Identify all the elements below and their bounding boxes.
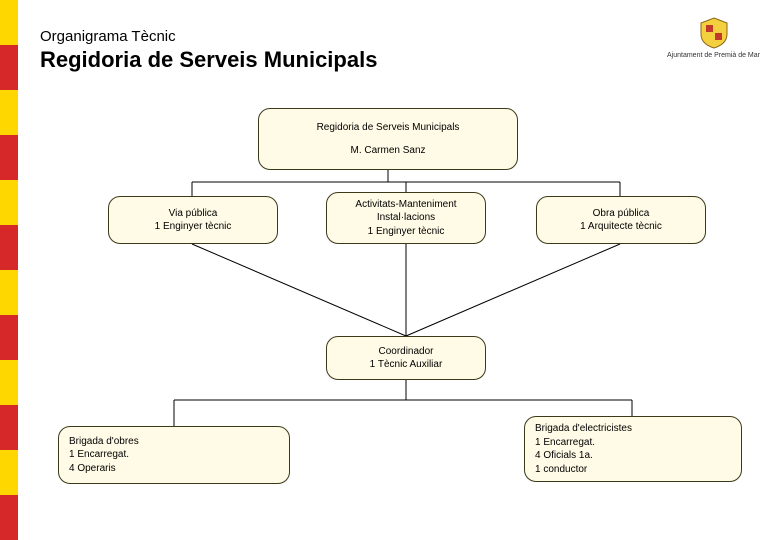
node-bobres-line2: 1 Encarregat. (69, 448, 129, 462)
node-brigada-electricistes: Brigada d'electricistes 1 Encarregat. 4 … (524, 416, 742, 482)
node-root: Regidoria de Serveis Municipals M. Carme… (258, 108, 518, 170)
node-obra-line1: Obra pública (547, 207, 695, 221)
node-bobres-line3: 4 Operaris (69, 462, 116, 476)
node-via-publica: Via pública 1 Enginyer tècnic (108, 196, 278, 244)
header-super: Organigrama Tècnic (40, 28, 377, 45)
node-via-line2: 1 Enginyer tècnic (119, 220, 267, 234)
node-root-line2: M. Carmen Sanz (269, 144, 507, 158)
node-via-line1: Via pública (119, 207, 267, 221)
node-coord-line2: 1 Tècnic Auxiliar (337, 358, 475, 372)
node-obra-publica: Obra pública 1 Arquitecte tècnic (536, 196, 706, 244)
node-obra-line2: 1 Arquitecte tècnic (547, 220, 695, 234)
node-act-line1: Activitats-Manteniment (337, 198, 475, 212)
node-belec-line3: 4 Oficials 1a. (535, 449, 593, 463)
left-stripe (0, 0, 18, 540)
logo-caption: Ajuntament de Premià de Mar (667, 52, 760, 59)
node-bobres-line1: Brigada d'obres (69, 435, 139, 449)
node-belec-line2: 1 Encarregat. (535, 436, 595, 450)
node-act-line3: 1 Enginyer tècnic (337, 225, 475, 239)
node-brigada-obres: Brigada d'obres 1 Encarregat. 4 Operaris (58, 426, 290, 484)
municipal-logo: Ajuntament de Premià de Mar (667, 16, 760, 59)
node-root-line1: Regidoria de Serveis Municipals (269, 121, 507, 135)
node-act-line2: Instal·lacions (337, 211, 475, 225)
node-coordinador: Coordinador 1 Tècnic Auxiliar (326, 336, 486, 380)
node-belec-line4: 1 conductor (535, 463, 587, 477)
header-title: Regidoria de Serveis Municipals (40, 47, 377, 73)
node-activitats: Activitats-Manteniment Instal·lacions 1 … (326, 192, 486, 244)
node-coord-line1: Coordinador (337, 345, 475, 359)
node-belec-line1: Brigada d'electricistes (535, 422, 632, 436)
page-header: Organigrama Tècnic Regidoria de Serveis … (40, 28, 377, 73)
shield-icon (697, 16, 731, 50)
